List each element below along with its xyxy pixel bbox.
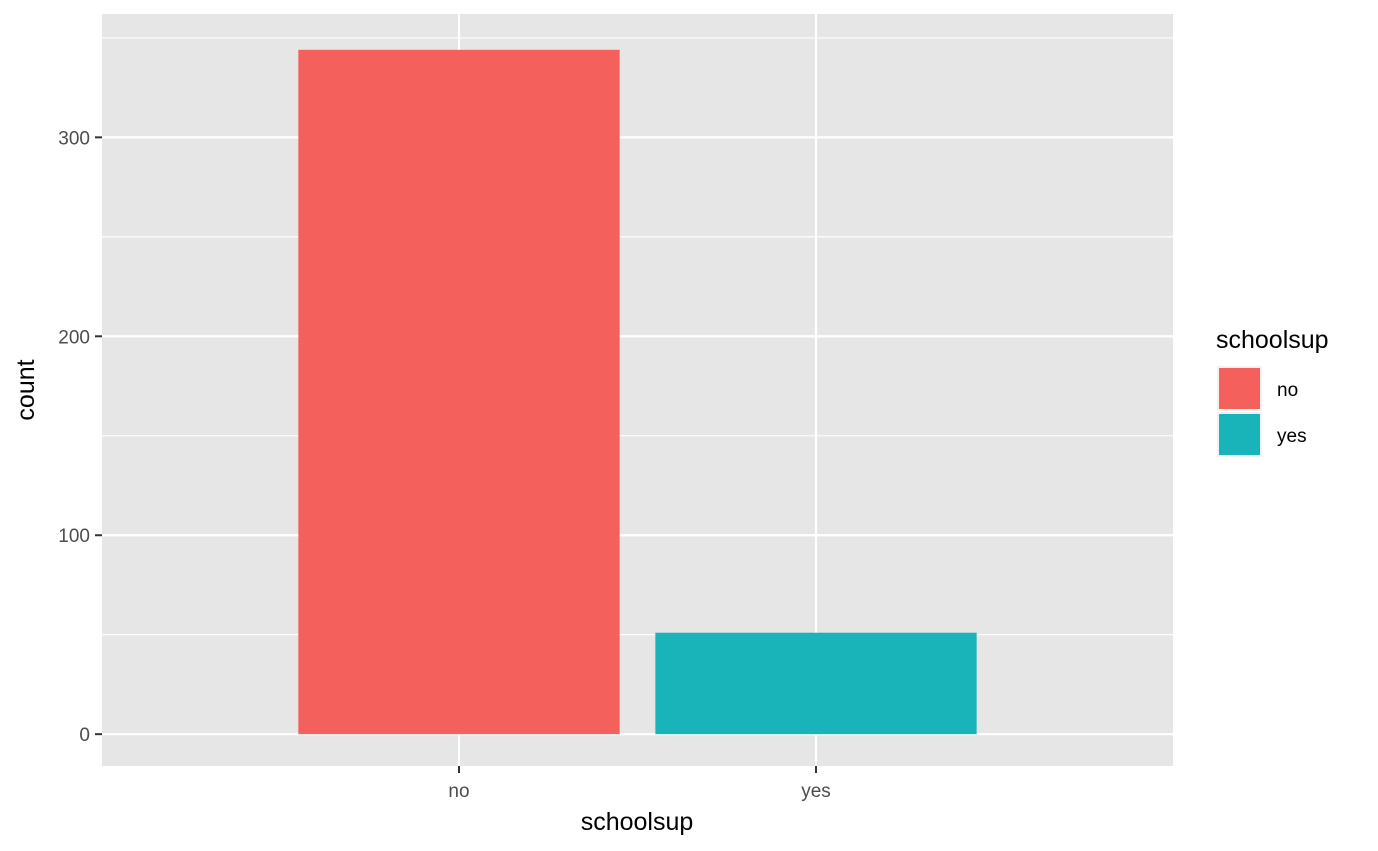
y-axis-title: count bbox=[12, 359, 40, 420]
legend-title: schoolsup bbox=[1216, 326, 1329, 354]
y-tick-label: 300 bbox=[58, 128, 90, 149]
legend-label-no: no bbox=[1277, 380, 1298, 401]
x-tick-label: yes bbox=[801, 781, 831, 802]
bar-yes bbox=[655, 632, 977, 735]
legend-label-yes: yes bbox=[1277, 426, 1307, 447]
bar-no bbox=[298, 49, 620, 735]
minor-gridlines bbox=[102, 37, 1173, 636]
legend-swatch-yes bbox=[1219, 414, 1260, 455]
legend-swatch-no bbox=[1219, 368, 1260, 409]
x-axis-title: schoolsup bbox=[581, 808, 694, 836]
y-axis: 0 100 200 300 bbox=[58, 128, 102, 746]
legend: schoolsup no yes bbox=[1216, 326, 1329, 457]
y-tick-label: 200 bbox=[58, 327, 90, 348]
y-tick-label: 0 bbox=[79, 725, 90, 746]
x-axis: no yes bbox=[448, 766, 831, 802]
y-tick-label: 100 bbox=[58, 526, 90, 547]
bars bbox=[298, 49, 977, 735]
plot-panel bbox=[102, 14, 1173, 766]
x-tick-label: no bbox=[448, 781, 469, 802]
